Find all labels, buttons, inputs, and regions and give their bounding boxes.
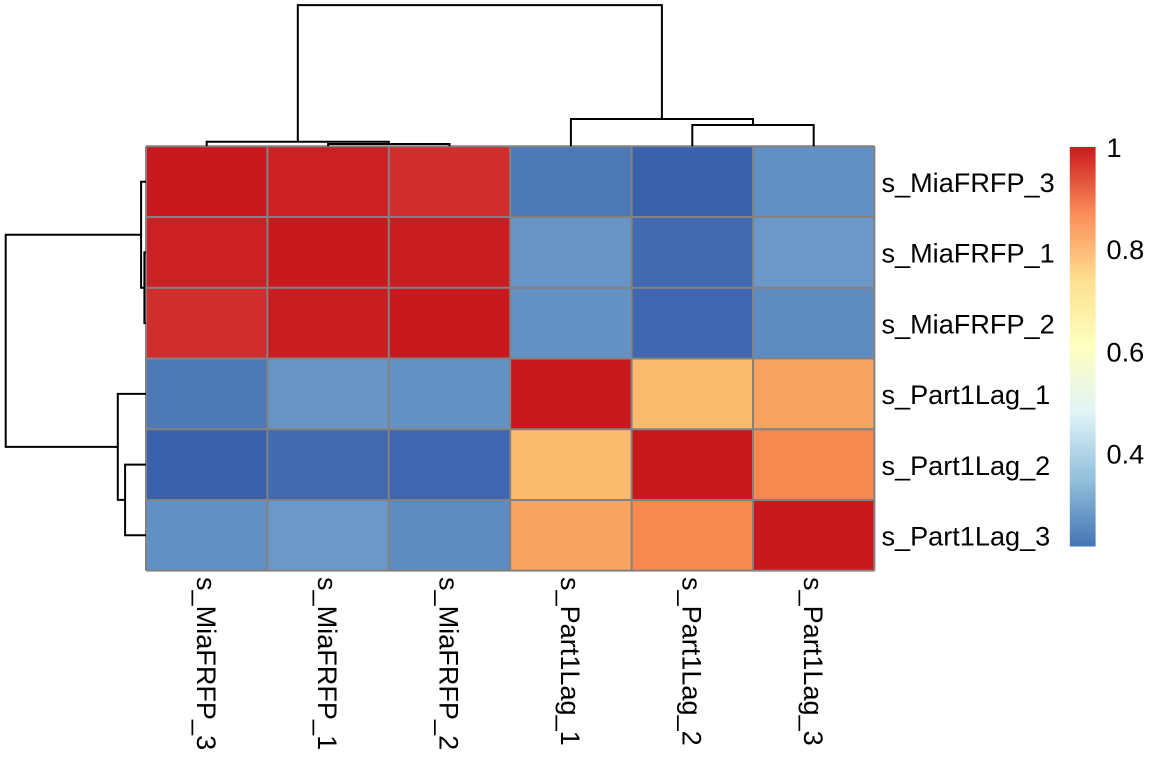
svg-text:s_Part1Lag_2: s_Part1Lag_2 — [676, 577, 707, 746]
svg-text:s_Part1Lag_2: s_Part1Lag_2 — [882, 450, 1051, 481]
svg-text:s_Part1Lag_1: s_Part1Lag_1 — [882, 379, 1051, 410]
svg-text:s_MiaFRFP_3: s_MiaFRFP_3 — [882, 167, 1055, 198]
svg-text:0.4: 0.4 — [1107, 439, 1145, 470]
svg-text:s_Part1Lag_1: s_Part1Lag_1 — [555, 577, 586, 746]
svg-text:1: 1 — [1107, 132, 1122, 163]
svg-text:0.8: 0.8 — [1107, 234, 1145, 265]
svg-text:s_MiaFRFP_1: s_MiaFRFP_1 — [312, 577, 343, 750]
svg-text:s_MiaFRFP_1: s_MiaFRFP_1 — [882, 238, 1055, 269]
svg-text:s_Part1Lag_3: s_Part1Lag_3 — [882, 521, 1051, 552]
svg-text:0.6: 0.6 — [1107, 336, 1145, 367]
svg-text:s_MiaFRFP_2: s_MiaFRFP_2 — [434, 577, 465, 750]
svg-text:s_MiaFRFP_2: s_MiaFRFP_2 — [882, 308, 1055, 339]
svg-text:s_MiaFRFP_3: s_MiaFRFP_3 — [191, 577, 222, 750]
svg-text:s_Part1Lag_3: s_Part1Lag_3 — [798, 577, 829, 746]
